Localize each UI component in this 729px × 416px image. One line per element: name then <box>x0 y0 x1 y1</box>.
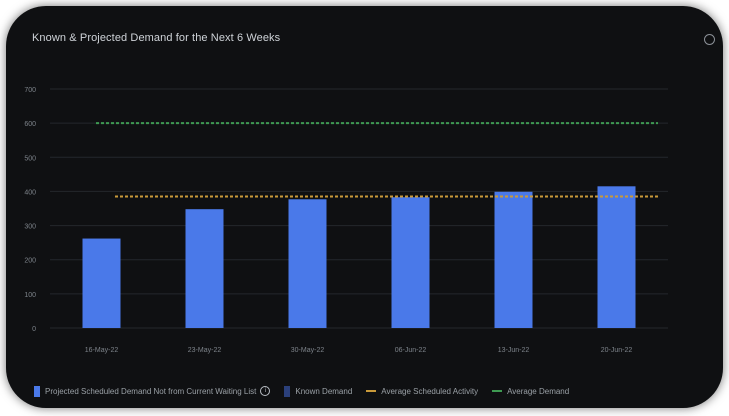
x-tick-label: 20-Jun-22 <box>601 347 633 354</box>
legend-swatch-avg-demand <box>492 390 503 392</box>
x-tick-label: 13-Jun-22 <box>498 347 530 354</box>
chart-title: Known & Projected Demand for the Next 6 … <box>32 32 281 44</box>
bar-30-May-22[interactable] <box>288 199 327 328</box>
info-icon[interactable]: i <box>260 386 271 396</box>
chart-plot: 0 100 200 300 400 500 600 700 16-May-22 23-May-2… <box>24 87 668 354</box>
legend-swatch-projected <box>34 385 40 397</box>
bar-06-Jun-22[interactable] <box>391 197 430 328</box>
y-tick-label: 100 <box>24 292 36 299</box>
x-tick-label: 16-May-22 <box>85 347 119 354</box>
legend-item-known[interactable]: Known Demand <box>284 385 353 397</box>
bar-20-Jun-22[interactable] <box>597 186 636 328</box>
reference-lines <box>96 122 658 198</box>
legend-label-avg-demand: Average Demand <box>507 386 570 396</box>
legend-label-avg-scheduled: Average Scheduled Activity <box>381 386 479 396</box>
legend-item-avg-demand[interactable]: Average Demand <box>492 387 569 396</box>
bar-23-May-22[interactable] <box>185 209 224 328</box>
legend-swatch-avg-scheduled <box>366 390 377 392</box>
chart-card: Known & Projected Demand for the Next 6 … <box>6 6 723 408</box>
y-axis-ticks: 0 100 200 300 400 500 600 700 <box>24 87 36 333</box>
chart-menu-icon[interactable] <box>704 34 715 45</box>
y-tick-label: 300 <box>24 224 36 231</box>
x-tick-label: 06-Jun-22 <box>395 347 427 354</box>
y-tick-label: 200 <box>24 258 36 265</box>
legend-label-projected: Projected Scheduled Demand Not from Curr… <box>45 386 257 396</box>
y-tick-label: 500 <box>24 155 36 162</box>
x-tick-label: 23-May-22 <box>188 347 222 354</box>
chart-legend: Projected Scheduled Demand Not from Curr… <box>34 384 583 398</box>
y-tick-label: 700 <box>24 87 36 94</box>
y-tick-label: 600 <box>24 121 36 128</box>
bars <box>82 186 636 328</box>
legend-swatch-known <box>284 385 291 397</box>
x-tick-label: 30-May-22 <box>291 347 325 354</box>
gridlines <box>50 88 668 329</box>
legend-label-known: Known Demand <box>295 386 353 396</box>
legend-item-avg-scheduled[interactable]: Average Scheduled Activity <box>366 387 478 396</box>
bar-16-May-22[interactable] <box>82 238 121 328</box>
y-tick-label: 400 <box>24 189 36 196</box>
legend-item-projected[interactable]: Projected Scheduled Demand Not from Curr… <box>34 385 271 397</box>
bar-13-Jun-22[interactable] <box>494 191 533 328</box>
x-axis-ticks: 16-May-22 23-May-22 30-May-22 06-Jun-22 13-J… <box>85 347 633 354</box>
y-tick-label: 0 <box>32 326 36 333</box>
